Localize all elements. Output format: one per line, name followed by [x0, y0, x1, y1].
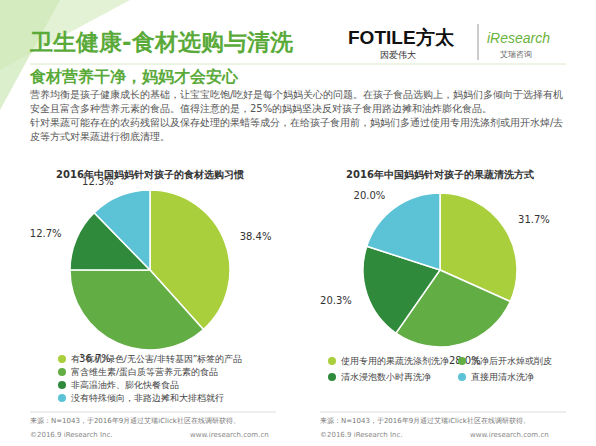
legend-label: 富含维生素/蛋白质等营养元素的食品 — [71, 367, 218, 377]
canvas: 卫生健康-食材选购与清洗食材营养干净，妈妈才会安心 FOTILE方太因爱伟大 iRe… — [0, 0, 596, 446]
legend-swatch — [58, 355, 66, 363]
footer-rule — [30, 412, 276, 413]
chart-title: 2016年中国妈妈针对孩子的果蔬清洗方式 — [346, 169, 534, 180]
source: 来源：N=1043，于2016年9月通过艾瑞iClick社区在线调研获得。 — [320, 417, 530, 425]
legend-label: 洗净后开水焯或削皮 — [471, 356, 552, 366]
data-label: 20.3% — [320, 295, 352, 306]
footer-rule — [320, 412, 566, 413]
slices — [363, 193, 517, 347]
copyright: ©2016.9 iResearch Inc. — [320, 431, 403, 439]
data-labels: 31.7%28.0%20.3%20.0% — [320, 190, 550, 366]
data-label: 31.7% — [518, 214, 550, 225]
legend-label: 有“有机/绿色/无公害/非转基因”标签的产品 — [71, 354, 242, 364]
chart-title: 2016年中国妈妈针对孩子的食材选购习惯 — [56, 169, 244, 180]
brand-iresearch-cn: 艾瑞咨询 — [500, 50, 532, 59]
legend-label: 非高温油炸、膨化快餐食品 — [71, 380, 179, 390]
slices — [70, 190, 230, 350]
legend-swatch — [458, 357, 466, 365]
data-label: 12.7% — [30, 228, 62, 239]
legend: 有“有机/绿色/无公害/非转基因”标签的产品富含维生素/蛋白质等营养元素的食品非… — [58, 354, 242, 403]
title: 卫生健康-食材选购与清洗 — [29, 29, 294, 55]
legend-swatch — [58, 394, 66, 402]
subtitle: 食材营养干净，妈妈才会安心 — [29, 67, 239, 86]
legend: 使用专用的果蔬洗涤剂洗净 洗净后开水焯或削皮清水浸泡数小时再洗净 直接用清水洗净 — [328, 356, 552, 382]
website: www.iresearch.com.cn — [470, 431, 549, 439]
legend-label: 没有特殊倾向，非路边摊和大排档就行 — [71, 393, 224, 403]
slice — [367, 193, 440, 270]
description: 营养均衡是孩子健康成长的基础，让宝宝吃饱/吃好是每个妈妈关心的问题。在孩子食品选… — [30, 88, 570, 144]
brand-slogan: 因爱伟大 — [380, 50, 416, 60]
slice — [70, 270, 203, 350]
data-labels: 38.4%36.7%12.7%12.3% — [30, 176, 272, 364]
source: 来源：N=1043，于2016年9月通过艾瑞iClick社区在线调研获得。 — [30, 417, 240, 425]
pie-chart: 31.7%28.0%20.3%20.0% — [320, 190, 550, 366]
paragraph: 针对果蔬可能存在的农药残留以及保存处理的果蜡等成分，在给孩子食用前，妈妈们多通过… — [30, 116, 570, 144]
legend-swatch — [58, 381, 66, 389]
paragraph: 营养均衡是孩子健康成长的基础，让宝宝吃饱/吃好是每个妈妈关心的问题。在孩子食品选… — [30, 88, 570, 116]
legend-swatch — [328, 373, 336, 381]
pie-chart: 38.4%36.7%12.7%12.3% — [30, 176, 272, 364]
brand-fotile: FOTILE方太 — [348, 27, 455, 48]
separator — [30, 64, 566, 65]
legend-swatch — [458, 373, 466, 381]
data-label: 20.0% — [354, 190, 386, 201]
data-label: 38.4% — [240, 231, 272, 242]
legend-label: 直接用清水洗净 — [471, 372, 534, 382]
website: www.iresearch.com.cn — [190, 431, 269, 439]
legend-label: 清水浸泡数小时再洗净 — [341, 372, 431, 382]
legend-swatch — [328, 357, 336, 365]
copyright: ©2016.9 iResearch Inc. — [30, 431, 113, 439]
legend-label: 使用专用的果蔬洗涤剂洗净 — [341, 356, 449, 366]
legend-swatch — [58, 368, 66, 376]
slice — [94, 190, 150, 270]
brand-iresearch: iResearch — [487, 30, 550, 46]
brand-divider — [478, 24, 479, 60]
page: 卫生健康-食材选购与清洗食材营养干净，妈妈才会安心 FOTILE方太因爱伟大 iRe… — [0, 0, 596, 446]
